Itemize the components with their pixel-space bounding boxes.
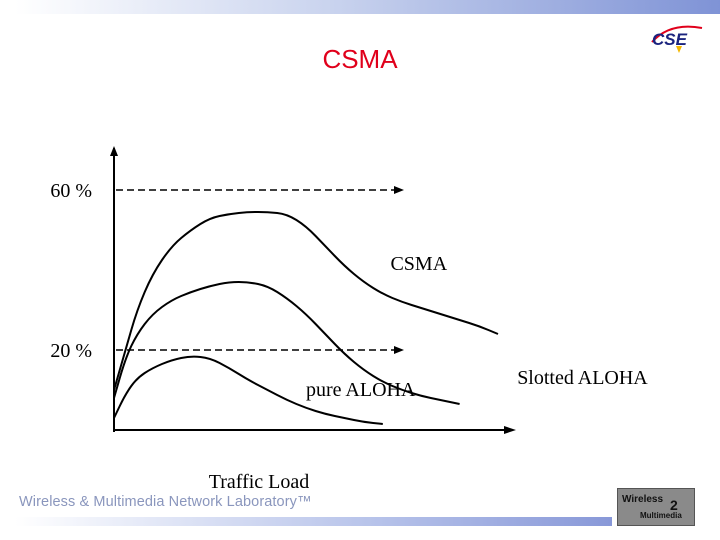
series-line-csma (113, 210, 499, 391)
reference-line-arrow-2 (394, 346, 404, 354)
chart-labels: CSMA Slotted ALOHA pure ALOHA 60 % 20 % Traff… (50, 180, 648, 493)
chart-axes (110, 146, 516, 434)
wm-logo-line1: Wireless (622, 494, 664, 505)
top-gradient-bar (15, 0, 720, 14)
chart-reference-lines (116, 186, 404, 354)
series-line-slotted-aloha (113, 280, 460, 405)
x-axis-arrow (504, 426, 516, 434)
y-tick-label-1: 60 % (50, 180, 92, 202)
y-tick-label-2: 20 % (50, 340, 92, 362)
wm-logo-number: 2 (670, 497, 678, 513)
slide-title: CSMA (0, 44, 720, 75)
chart-series (113, 210, 499, 425)
slide-title-text: CSMA (322, 44, 398, 74)
y-axis-arrow (110, 146, 118, 156)
footer-lab-name: Wireless & Multimedia Network Laboratory… (19, 494, 312, 510)
series-label-pure-aloha: pure ALOHA (306, 379, 416, 401)
wm-logo-line2: Multimedia (640, 511, 682, 520)
series-label-slotted-aloha: Slotted ALOHA (517, 367, 648, 389)
cse-logo-icon: CSE (651, 25, 703, 53)
cse-logo-text: CSE (652, 30, 688, 49)
reference-line-arrow-1 (394, 186, 404, 194)
x-axis-label: Traffic Load (209, 471, 310, 493)
bottom-gradient-bar (15, 517, 612, 526)
series-label-csma: CSMA (390, 253, 447, 275)
series-line-pure-aloha (113, 355, 383, 425)
wireless-multimedia-logo-icon: Wireless 2 Multimedia (617, 488, 695, 526)
